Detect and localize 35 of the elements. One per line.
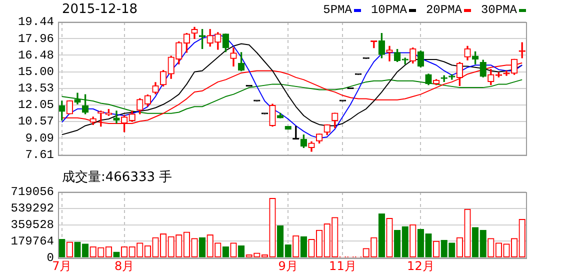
y-tick-label: 179764 bbox=[10, 234, 54, 248]
legend-label: 10PMA bbox=[370, 3, 407, 17]
y-tick-label: 0 bbox=[46, 250, 54, 265]
bar bbox=[238, 245, 245, 258]
chart-title: 成交量:466333 手 bbox=[62, 169, 172, 186]
y-tick-label: 7.61 bbox=[25, 148, 54, 162]
legend-label: 30PMA bbox=[480, 3, 517, 17]
y-tick-label: 12.05 bbox=[18, 98, 54, 112]
x-tick-label: 9月 bbox=[278, 258, 298, 273]
y-tick-label: 719056 bbox=[10, 185, 54, 200]
bar bbox=[378, 213, 386, 258]
x-tick-label: 11月 bbox=[329, 258, 356, 273]
x-tick-label: 12月 bbox=[407, 258, 434, 273]
y-tick-label: 539292 bbox=[10, 202, 54, 216]
y-tick-label: 10.57 bbox=[18, 114, 54, 129]
y-tick-label: 16.48 bbox=[18, 48, 54, 62]
y-tick-label: 9.09 bbox=[25, 131, 54, 146]
candlestick bbox=[113, 110, 120, 124]
x-tick-label: 7月 bbox=[52, 258, 72, 273]
bar bbox=[300, 236, 308, 258]
bar bbox=[58, 239, 66, 258]
y-tick-label: 19.44 bbox=[18, 15, 54, 30]
bar bbox=[222, 246, 230, 258]
x-tick-label: 8月 bbox=[114, 258, 134, 273]
legend-label: 5PMA bbox=[323, 3, 352, 17]
y-tick-label: 13.53 bbox=[18, 82, 54, 96]
y-tick-label: 15.00 bbox=[18, 65, 54, 80]
bar bbox=[448, 242, 456, 258]
y-tick-label: 359528 bbox=[10, 218, 54, 232]
candlestick bbox=[386, 46, 393, 62]
chart-title: 2015-12-18 bbox=[62, 2, 138, 17]
y-tick-label: 17.96 bbox=[18, 32, 54, 46]
legend-label: 20PMA bbox=[426, 3, 462, 17]
bar bbox=[440, 240, 448, 258]
bar bbox=[198, 237, 206, 258]
